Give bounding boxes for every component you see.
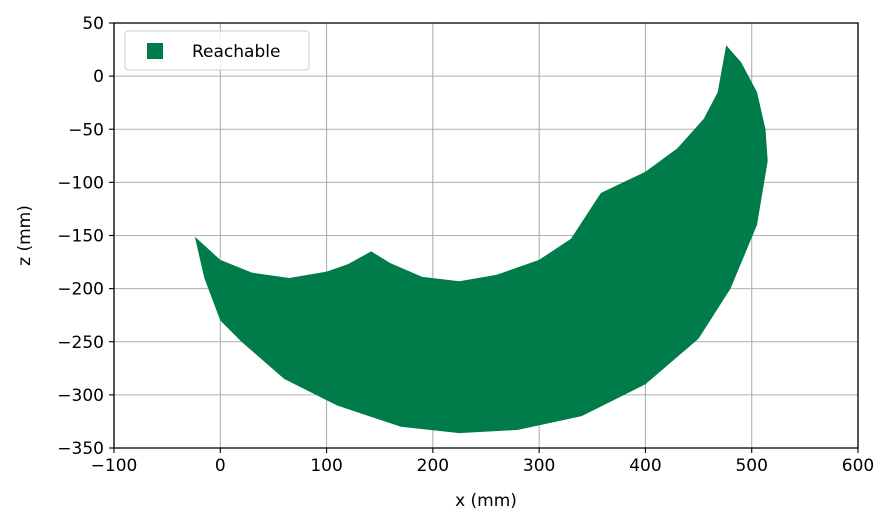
y-tick-label: −200 [57,280,104,300]
plot-area [194,45,768,434]
axis-ticks: −100 0 100 200 300 400 500 600−350−300−250−200−… [57,14,874,476]
y-tick-label: 0 [93,67,104,87]
legend-box [124,30,310,71]
x-tick-label: 500 [735,456,767,476]
legend-label: Reachable [192,42,280,62]
y-axis-label: z (mm) [15,205,35,266]
y-tick-label: −250 [57,333,104,353]
x-tick-label: 100 [310,456,342,476]
y-tick-label: −100 [57,173,104,193]
reachable-region [194,45,768,434]
legend-swatch [147,43,163,59]
x-tick-label: 0 [215,456,226,476]
y-tick-label: 50 [82,14,104,34]
x-tick-label: −100 [91,456,138,476]
x-tick-label: 600 [842,456,874,476]
y-tick-label: −350 [57,439,104,459]
x-tick-label: 300 [523,456,555,476]
y-tick-label: −150 [57,227,104,247]
legend: Reachable [124,30,310,71]
x-axis-label: x (mm) [455,491,517,511]
y-tick-label: −50 [68,120,104,140]
y-tick-label: −300 [57,386,104,406]
x-tick-label: 400 [629,456,661,476]
x-tick-label: 200 [417,456,449,476]
